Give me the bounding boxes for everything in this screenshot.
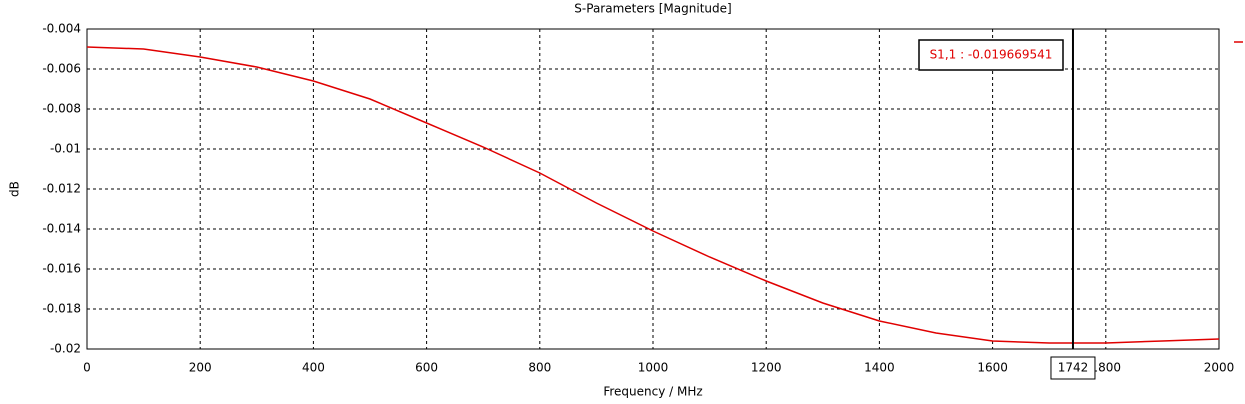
y-tick-label: -0.016 bbox=[42, 262, 81, 276]
y-tick-label: -0.01 bbox=[50, 142, 81, 156]
x-tick-label: 600 bbox=[415, 361, 438, 375]
chart-title: S-Parameters [Magnitude] bbox=[574, 2, 731, 16]
x-tick-label: 800 bbox=[528, 361, 551, 375]
x-tick-label: 1200 bbox=[751, 361, 782, 375]
x-tick-label: 1800 bbox=[1091, 361, 1122, 375]
y-tick-label: -0.018 bbox=[42, 302, 81, 316]
x-tick-label: 1400 bbox=[864, 361, 895, 375]
plot-border bbox=[86, 28, 1220, 350]
x-tick-label: 1000 bbox=[638, 361, 669, 375]
series-line bbox=[86, 46, 1220, 344]
x-axis-label: Frequency / MHz bbox=[603, 385, 702, 399]
y-axis-label: dB bbox=[8, 181, 22, 197]
marker-x-box bbox=[1050, 356, 1096, 380]
y-tick-label: -0.004 bbox=[42, 22, 81, 36]
x-tick-label: 400 bbox=[302, 361, 325, 375]
x-tick-label: 200 bbox=[189, 361, 212, 375]
marker-label: S1,1 : -0.019669541 bbox=[930, 48, 1053, 62]
x-tick-label: 1600 bbox=[977, 361, 1008, 375]
y-tick-label: -0.012 bbox=[42, 182, 81, 196]
y-tick-label: -0.02 bbox=[50, 342, 81, 356]
marker-label-box bbox=[918, 39, 1064, 71]
y-tick-label: -0.008 bbox=[42, 102, 81, 116]
y-tick-label: -0.006 bbox=[42, 62, 81, 76]
marker-x-label: 1742 bbox=[1058, 361, 1089, 375]
x-tick-label: 2000 bbox=[1204, 361, 1235, 375]
y-tick-label: -0.014 bbox=[42, 222, 81, 236]
x-tick-label: 0 bbox=[83, 361, 91, 375]
